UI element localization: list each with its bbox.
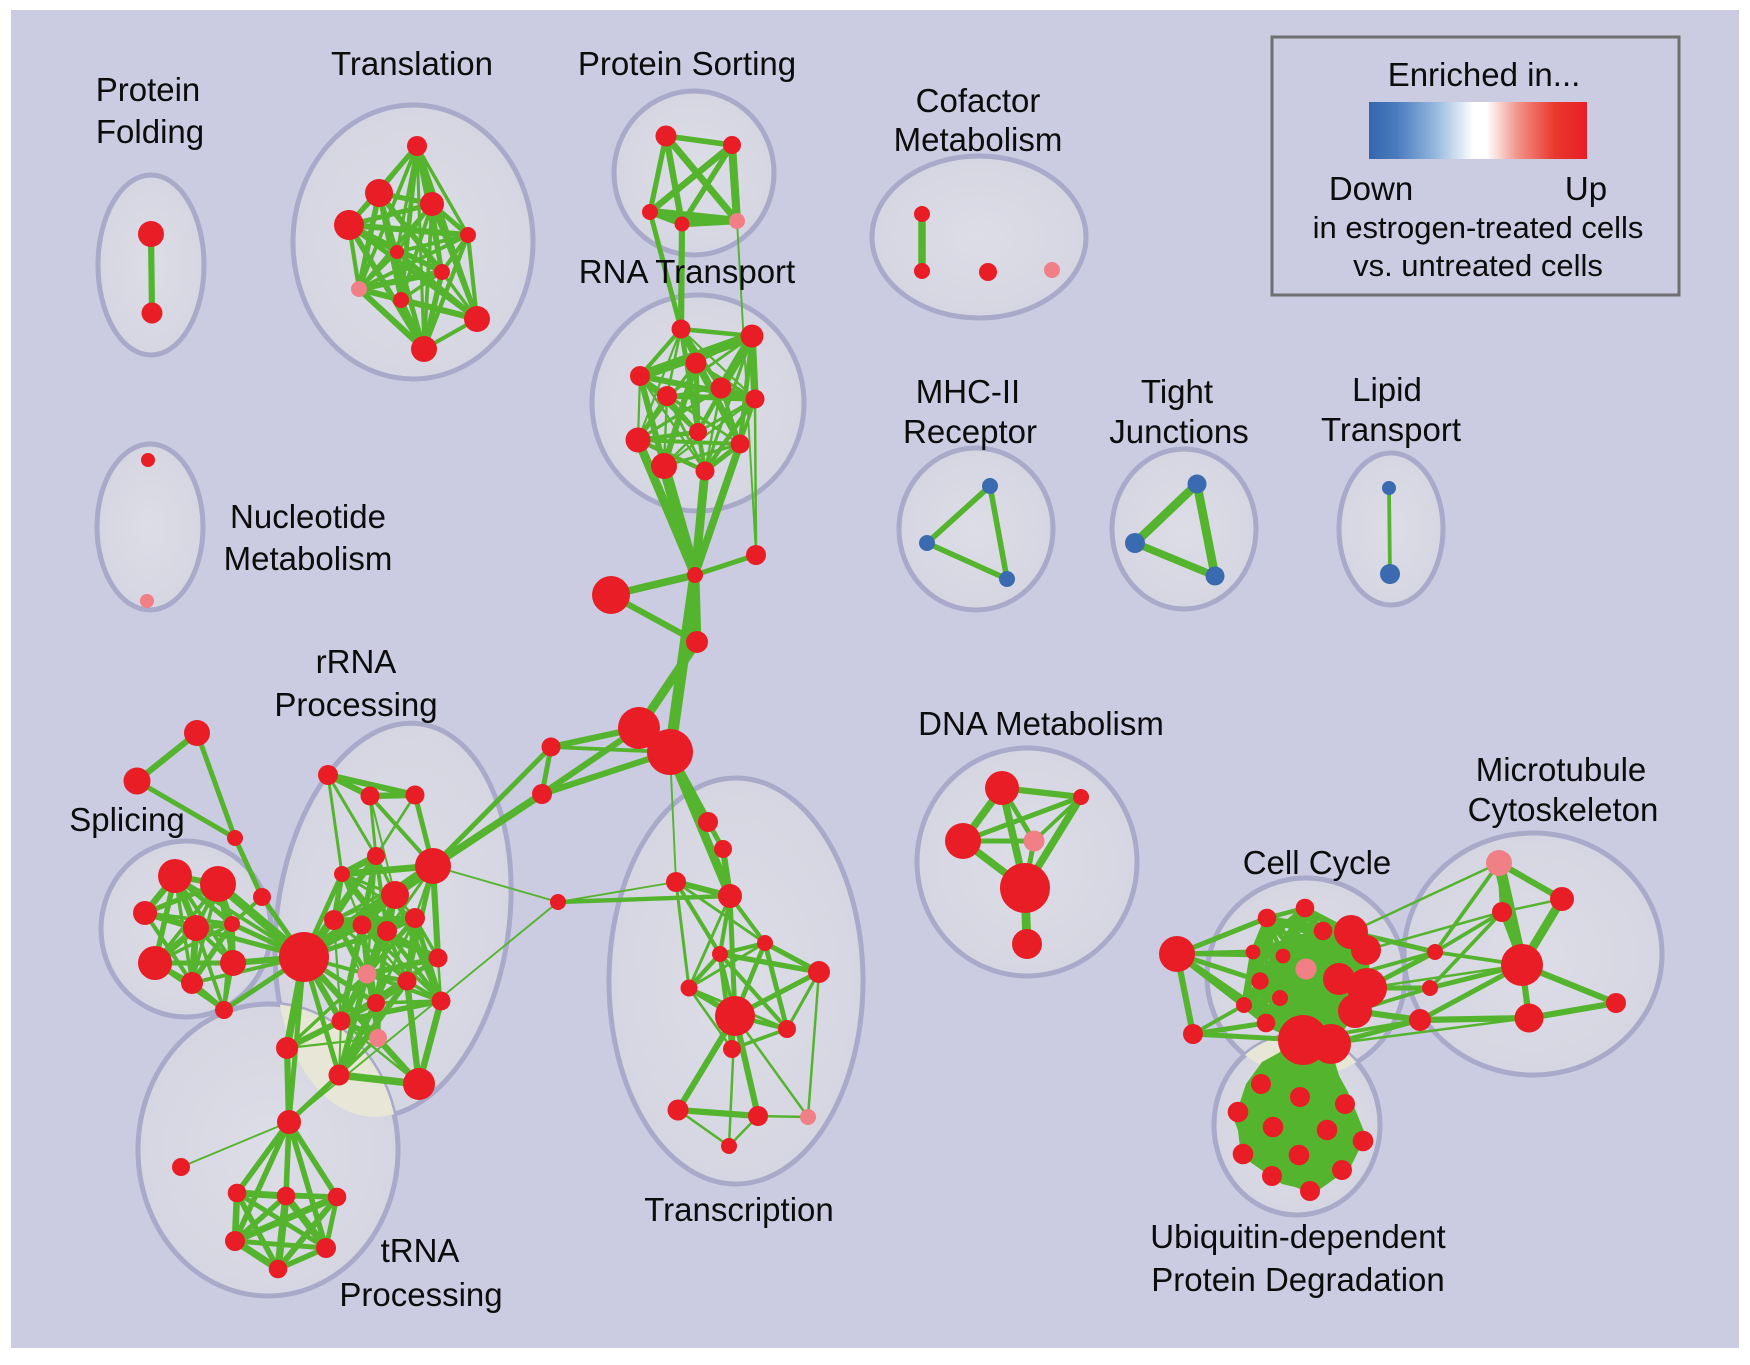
svg-text:Translation: Translation [331, 45, 493, 82]
svg-text:Cofactor: Cofactor [916, 82, 1041, 119]
svg-text:Junctions: Junctions [1109, 413, 1248, 450]
svg-text:DNA Metabolism: DNA Metabolism [918, 705, 1164, 742]
svg-text:MHC-II: MHC-II [916, 373, 1020, 410]
svg-text:Folding: Folding [96, 113, 204, 150]
svg-text:RNA Transport: RNA Transport [579, 253, 795, 290]
svg-text:Processing: Processing [274, 686, 437, 723]
svg-text:Microtubule: Microtubule [1476, 751, 1647, 788]
svg-text:Receptor: Receptor [903, 413, 1037, 450]
svg-text:Lipid: Lipid [1352, 371, 1422, 408]
svg-text:Splicing: Splicing [69, 801, 185, 838]
svg-text:rRNA: rRNA [316, 643, 397, 680]
svg-text:Tight: Tight [1141, 373, 1213, 410]
svg-text:Transcription: Transcription [644, 1191, 834, 1228]
svg-text:Protein Degradation: Protein Degradation [1151, 1261, 1445, 1298]
svg-text:vs. untreated cells: vs. untreated cells [1353, 248, 1603, 283]
svg-text:Down: Down [1329, 170, 1413, 207]
svg-text:in estrogen-treated cells: in estrogen-treated cells [1313, 210, 1644, 245]
svg-text:Transport: Transport [1321, 411, 1461, 448]
svg-text:tRNA: tRNA [381, 1232, 460, 1269]
svg-text:Protein: Protein [96, 71, 201, 108]
svg-text:Processing: Processing [339, 1276, 502, 1313]
svg-text:Metabolism: Metabolism [224, 540, 393, 577]
svg-text:Cell Cycle: Cell Cycle [1243, 844, 1392, 881]
svg-text:Protein Sorting: Protein Sorting [578, 45, 796, 82]
svg-text:Ubiquitin-dependent: Ubiquitin-dependent [1150, 1218, 1445, 1255]
svg-text:Enriched in...: Enriched in... [1388, 56, 1581, 93]
svg-text:Up: Up [1565, 170, 1607, 207]
svg-text:Nucleotide: Nucleotide [230, 498, 386, 535]
svg-text:Metabolism: Metabolism [894, 121, 1063, 158]
svg-text:Cytoskeleton: Cytoskeleton [1468, 791, 1659, 828]
